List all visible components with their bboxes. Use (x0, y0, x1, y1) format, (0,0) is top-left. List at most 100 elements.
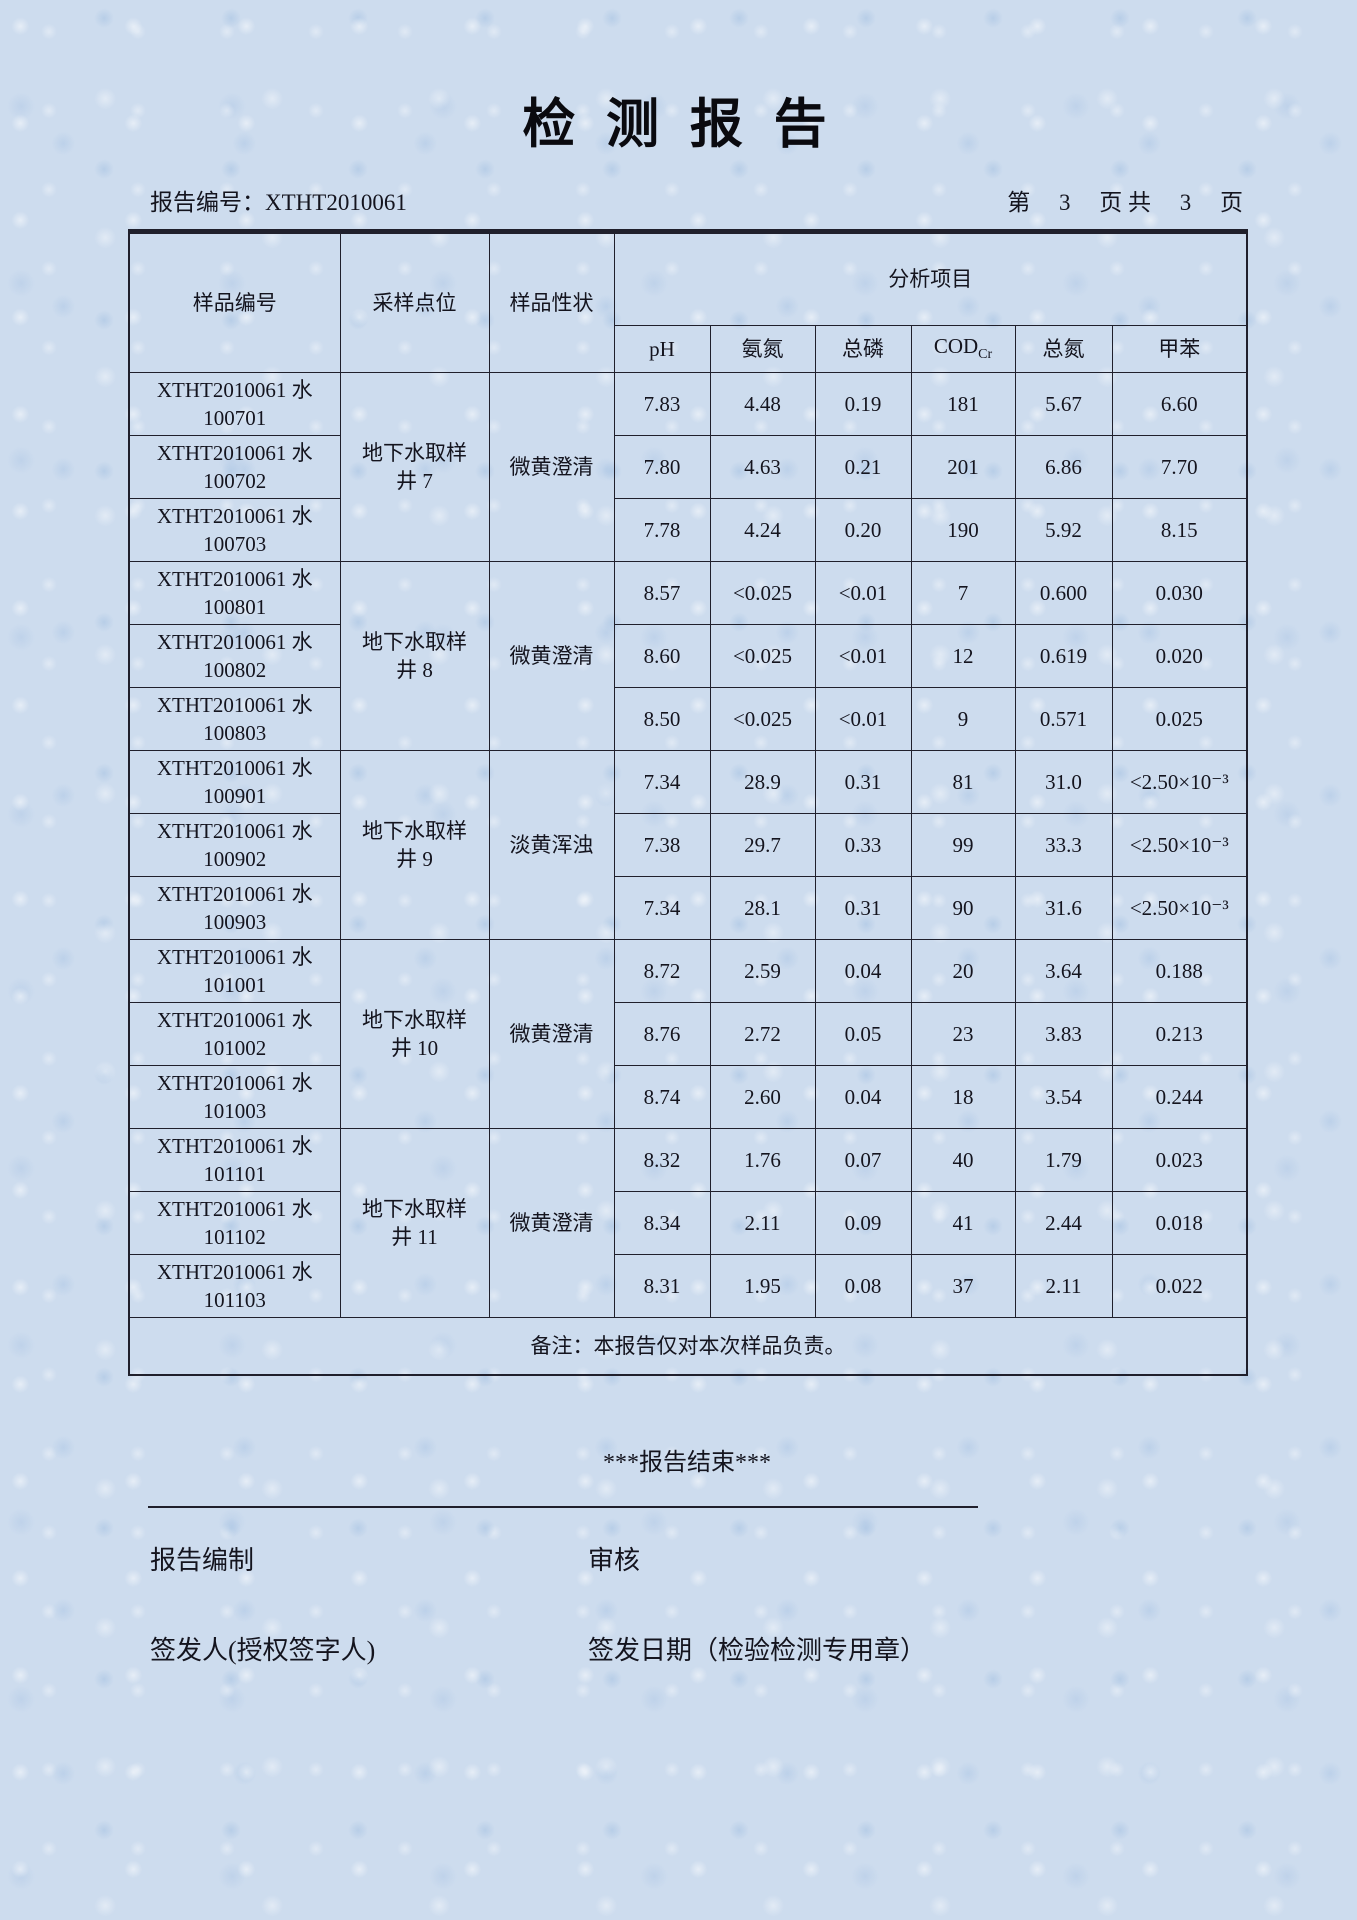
ammonia-nitrogen-value-cell: 4.24 (709, 498, 816, 562)
toluene-value-cell: 8.15 (1111, 498, 1248, 562)
signature-divider-line (148, 1506, 978, 1508)
toluene-value-cell: 0.023 (1111, 1128, 1248, 1192)
sample-id-cell: XTHT2010061 水 100702 (128, 435, 341, 499)
toluene-value-cell: 0.022 (1111, 1254, 1248, 1318)
sampling-point-cell: 地下水取样 井 10 (339, 939, 490, 1129)
total-phosphorus-value-cell: 0.33 (814, 813, 912, 877)
column-header-analysis-items: 分析项目 (613, 231, 1248, 326)
codcr-subscript: Cr (978, 347, 993, 363)
total-nitrogen-value-cell: 1.79 (1014, 1128, 1113, 1192)
sample-id-cell: XTHT2010061 水 100903 (128, 876, 341, 940)
table-row: XTHT2010061 水 101003 8.74 2.60 0.04 18 3.54 0.… (128, 1065, 1248, 1129)
total-nitrogen-value-cell: 2.11 (1014, 1254, 1113, 1318)
page-indicator: 第 3 页 共 3 页 (1007, 190, 1243, 215)
sample-id-cell: XTHT2010061 水 101003 (128, 1065, 341, 1129)
ph-value-cell: 8.57 (613, 561, 711, 625)
report-number: 报告编号：XTHT2010061 (150, 190, 407, 215)
ph-value-cell: 8.72 (613, 939, 711, 1003)
codcr-label: COD (933, 334, 979, 359)
ph-value-cell: 8.34 (613, 1191, 711, 1255)
codcr-value-cell: 90 (910, 876, 1016, 940)
sampling-point-cell: 地下水取样 井 8 (339, 561, 490, 751)
ph-value-cell: 7.78 (613, 498, 711, 562)
sample-id-cell: XTHT2010061 水 100701 (128, 372, 341, 436)
table-row: XTHT2010061 水 100701 地下水取样 井 7 微黄澄清 7.83 4.4… (128, 372, 1248, 562)
ammonia-nitrogen-value-cell: 1.95 (709, 1254, 816, 1318)
codcr-value-cell: 12 (910, 624, 1016, 688)
total-nitrogen-value-cell: 3.83 (1014, 1002, 1113, 1066)
total-phosphorus-value-cell: 0.31 (814, 750, 912, 814)
sample-character-cell: 微黄澄清 (488, 372, 615, 562)
issuer-label: 签发人(授权签字人) (150, 1636, 376, 1665)
codcr-value-cell: 190 (910, 498, 1016, 562)
codcr-value-cell: 41 (910, 1191, 1016, 1255)
column-header-sample-id: 样品编号 (128, 231, 341, 373)
codcr-value-cell: 201 (910, 435, 1016, 499)
sample-id-cell: XTHT2010061 水 100901 (128, 750, 341, 814)
table-row: XTHT2010061 水 101103 8.31 1.95 0.08 37 2.11 0.… (128, 1254, 1248, 1318)
table-row: XTHT2010061 水 100703 7.78 4.24 0.20 190 5.92 8… (128, 498, 1248, 562)
reviewed-by-label: 审核 (588, 1546, 641, 1575)
toluene-value-cell: 0.188 (1111, 939, 1248, 1003)
table-row: XTHT2010061 水 100902 7.38 29.7 0.33 99 33.3 <2… (128, 813, 1248, 877)
sample-id-cell: XTHT2010061 水 100802 (128, 624, 341, 688)
column-header-codcr: CODCr (910, 325, 1016, 373)
total-phosphorus-value-cell: <0.01 (814, 687, 912, 751)
table-row: XTHT2010061 水 101002 8.76 2.72 0.05 23 3.83 0.… (128, 1002, 1248, 1066)
total-nitrogen-value-cell: 0.571 (1014, 687, 1113, 751)
total-phosphorus-value-cell: <0.01 (814, 561, 912, 625)
sample-character-cell: 微黄澄清 (488, 561, 615, 751)
sample-character-cell: 微黄澄清 (488, 1128, 615, 1318)
sample-id-cell: XTHT2010061 水 101102 (128, 1191, 341, 1255)
table-row: XTHT2010061 水 101001 地下水取样 井 10 微黄澄清 8.72 2.… (128, 939, 1248, 1129)
total-phosphorus-value-cell: 0.21 (814, 435, 912, 499)
total-phosphorus-value-cell: 0.04 (814, 939, 912, 1003)
ph-value-cell: 8.31 (613, 1254, 711, 1318)
codcr-value-cell: 99 (910, 813, 1016, 877)
codcr-value-cell: 81 (910, 750, 1016, 814)
sampling-point-cell: 地下水取样 井 11 (339, 1128, 490, 1318)
sampling-point-cell: 地下水取样 井 9 (339, 750, 490, 940)
codcr-value-cell: 7 (910, 561, 1016, 625)
ammonia-nitrogen-value-cell: 28.1 (709, 876, 816, 940)
table-row: XTHT2010061 水 101101 地下水取样 井 11 微黄澄清 8.32 1.… (128, 1128, 1248, 1318)
ammonia-nitrogen-value-cell: <0.025 (709, 561, 816, 625)
sample-id-cell: XTHT2010061 水 100902 (128, 813, 341, 877)
column-header-total-nitrogen: 总氮 (1014, 325, 1113, 373)
ph-value-cell: 7.38 (613, 813, 711, 877)
toluene-value-cell: 0.020 (1111, 624, 1248, 688)
total-phosphorus-value-cell: 0.04 (814, 1065, 912, 1129)
total-nitrogen-value-cell: 33.3 (1014, 813, 1113, 877)
ph-value-cell: 7.34 (613, 750, 711, 814)
sample-character-cell: 淡黄浑浊 (488, 750, 615, 940)
toluene-value-cell: 7.70 (1111, 435, 1248, 499)
total-nitrogen-value-cell: 6.86 (1014, 435, 1113, 499)
sample-id-cell: XTHT2010061 水 101001 (128, 939, 341, 1003)
table-row: XTHT2010061 水 100801 地下水取样 井 8 微黄澄清 8.57 <0.… (128, 561, 1248, 751)
sample-character-cell: 微黄澄清 (488, 939, 615, 1129)
total-phosphorus-value-cell: 0.08 (814, 1254, 912, 1318)
toluene-value-cell: 0.213 (1111, 1002, 1248, 1066)
total-nitrogen-value-cell: 0.600 (1014, 561, 1113, 625)
total-nitrogen-value-cell: 3.64 (1014, 939, 1113, 1003)
sample-id-cell: XTHT2010061 水 101002 (128, 1002, 341, 1066)
ammonia-nitrogen-value-cell: 4.48 (709, 372, 816, 436)
ph-value-cell: 8.60 (613, 624, 711, 688)
ph-value-cell: 7.80 (613, 435, 711, 499)
toluene-value-cell: 0.030 (1111, 561, 1248, 625)
table-row: XTHT2010061 水 100901 地下水取样 井 9 淡黄浑浊 7.34 28.… (128, 750, 1248, 940)
ammonia-nitrogen-value-cell: 2.72 (709, 1002, 816, 1066)
prepared-by-label: 报告编制 (150, 1546, 255, 1575)
ph-value-cell: 8.74 (613, 1065, 711, 1129)
table-row: XTHT2010061 水 100702 7.80 4.63 0.21 201 6.86 7… (128, 435, 1248, 499)
results-tbody: XTHT2010061 水 100701 地下水取样 井 7 微黄澄清 7.83 4.4… (128, 372, 1248, 1318)
sample-id-cell: XTHT2010061 水 100801 (128, 561, 341, 625)
toluene-value-cell: 0.025 (1111, 687, 1248, 751)
codcr-value-cell: 37 (910, 1254, 1016, 1318)
toluene-value-cell: <2.50×10⁻³ (1111, 876, 1248, 940)
ammonia-nitrogen-value-cell: <0.025 (709, 687, 816, 751)
sample-id-cell: XTHT2010061 水 100703 (128, 498, 341, 562)
sampling-point-cell: 地下水取样 井 7 (339, 372, 490, 562)
total-nitrogen-value-cell: 3.54 (1014, 1065, 1113, 1129)
sample-id-cell: XTHT2010061 水 101103 (128, 1254, 341, 1318)
